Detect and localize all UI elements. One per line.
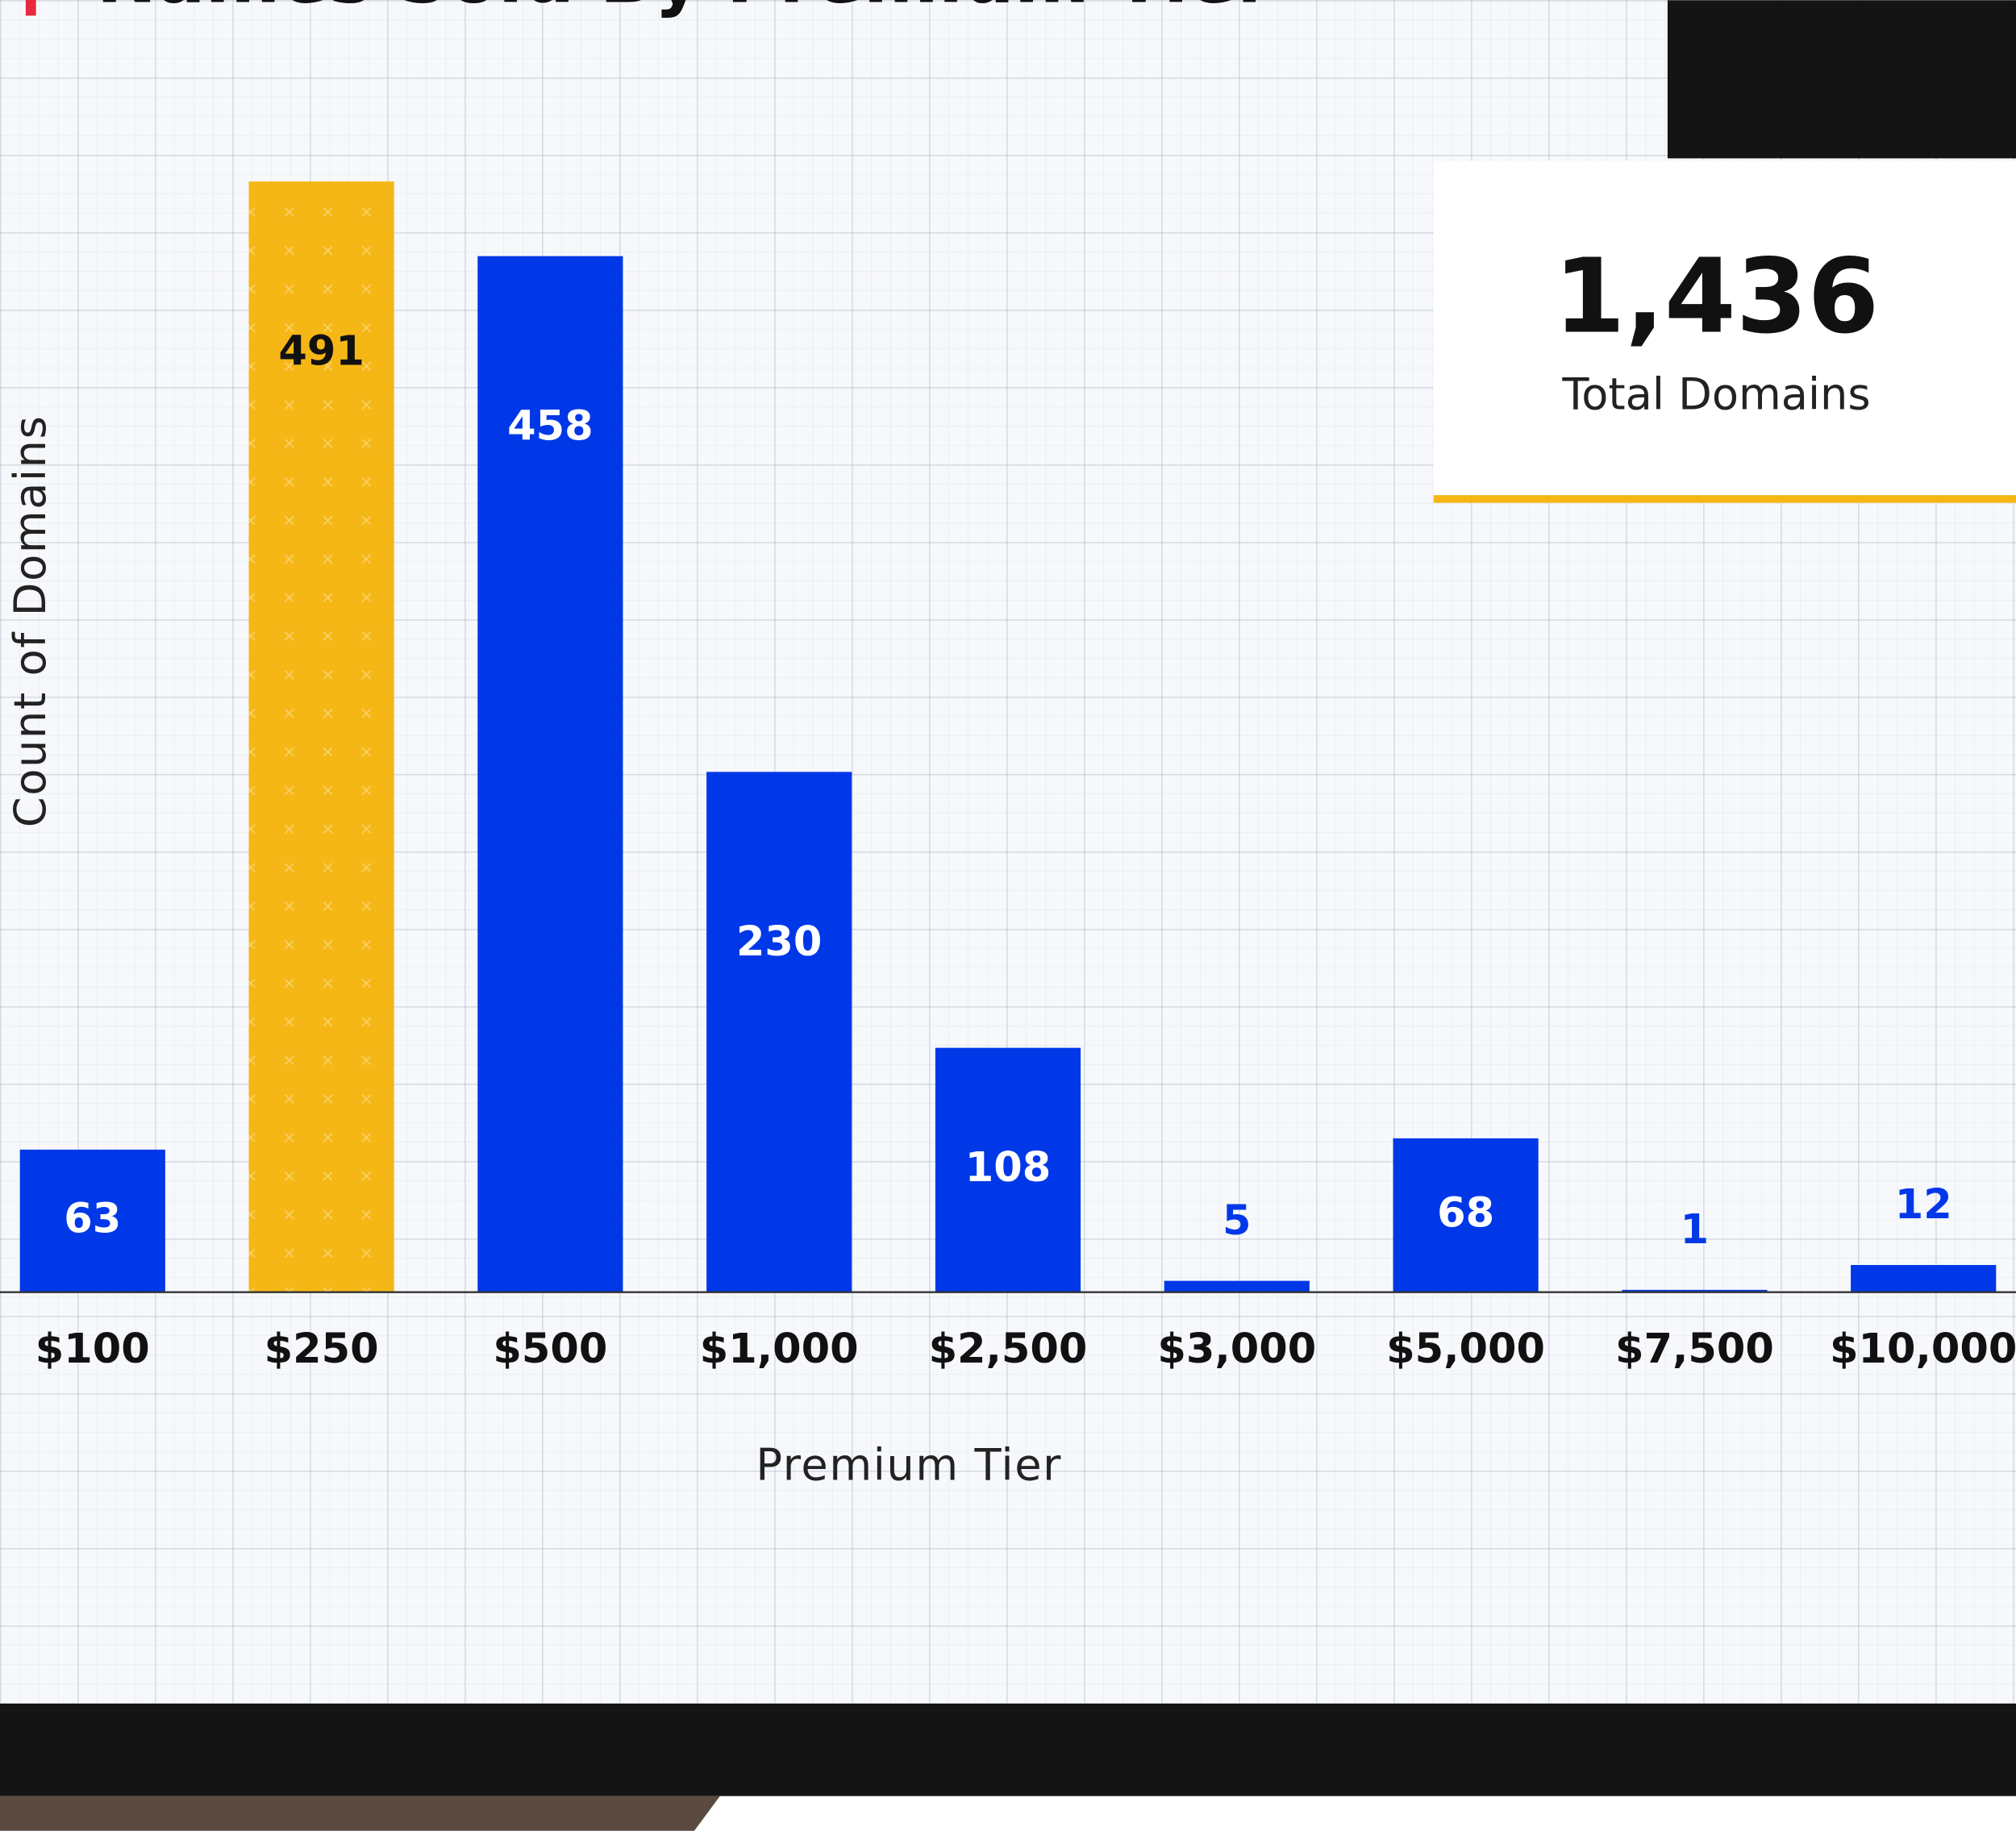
value-label: 491 bbox=[278, 328, 364, 376]
bar bbox=[1393, 1138, 1539, 1292]
value-label: 1 bbox=[1681, 1206, 1710, 1254]
bar bbox=[1851, 1264, 1997, 1292]
x-tick-label: $5,000 bbox=[1386, 1325, 1545, 1373]
bar bbox=[477, 256, 623, 1292]
value-label: 63 bbox=[64, 1195, 121, 1242]
bar bbox=[1622, 1289, 1768, 1292]
value-label: 230 bbox=[736, 918, 823, 966]
title-marker bbox=[25, 0, 36, 16]
bar bbox=[935, 1047, 1081, 1292]
stat-label: Total Domains bbox=[1561, 369, 1870, 420]
bar bbox=[706, 772, 852, 1292]
value-label: 458 bbox=[507, 402, 594, 450]
x-tick-label: $2,500 bbox=[929, 1325, 1088, 1373]
value-label: 108 bbox=[965, 1144, 1052, 1192]
x-tick-label: $100 bbox=[35, 1325, 150, 1373]
x-tick-label: $10,000 bbox=[1830, 1325, 2016, 1373]
bar bbox=[1164, 1280, 1310, 1292]
value-label: 68 bbox=[1437, 1189, 1494, 1237]
chart-title: Names Sold By Premium Tier bbox=[97, 0, 1273, 19]
x-tick-label: $3,000 bbox=[1157, 1325, 1316, 1373]
bar-pattern bbox=[248, 181, 394, 1292]
x-tick-label: $250 bbox=[264, 1325, 379, 1373]
stat-card bbox=[1433, 160, 2016, 498]
photo-strip bbox=[0, 1796, 720, 1831]
x-tick-label: $1,000 bbox=[700, 1325, 859, 1373]
x-axis-label: Premium Tier bbox=[756, 1440, 1062, 1491]
x-tick-label: $7,500 bbox=[1615, 1325, 1774, 1373]
stat-value: 1,436 bbox=[1554, 238, 1879, 357]
value-label: 5 bbox=[1223, 1197, 1252, 1245]
stat-card-underline bbox=[1433, 495, 2016, 503]
corner-block bbox=[1667, 0, 2016, 159]
x-tick-label: $500 bbox=[493, 1325, 607, 1373]
y-axis-label: Count of Domains bbox=[5, 415, 56, 828]
footer-band bbox=[0, 1703, 2016, 1796]
value-label: 12 bbox=[1895, 1181, 1952, 1229]
bar bbox=[19, 1149, 165, 1292]
